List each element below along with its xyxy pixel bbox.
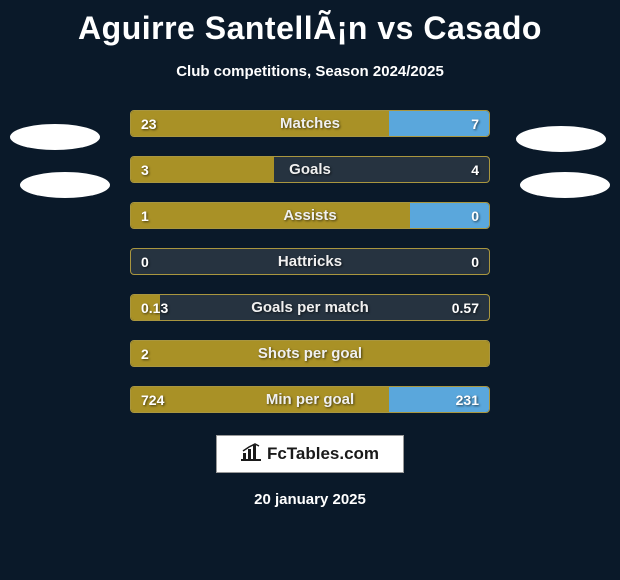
stat-label: Assists: [131, 203, 489, 228]
stat-label: Matches: [131, 111, 489, 136]
footer-logo[interactable]: FcTables.com: [216, 435, 404, 473]
stat-value-right: 4: [471, 157, 479, 182]
stat-row: 2Shots per goal: [130, 340, 490, 367]
stat-label: Goals: [131, 157, 489, 182]
stat-value-right: 0.57: [452, 295, 479, 320]
stat-label: Goals per match: [131, 295, 489, 320]
player2-badge-top: [516, 126, 606, 152]
stat-row: 0.13Goals per match0.57: [130, 294, 490, 321]
stat-value-right: 0: [471, 203, 479, 228]
stat-row: 0Hattricks0: [130, 248, 490, 275]
stat-value-right: 0: [471, 249, 479, 274]
stat-label: Min per goal: [131, 387, 489, 412]
footer-logo-text: FcTables.com: [267, 444, 379, 464]
comparison-content: 23Matches73Goals41Assists00Hattricks00.1…: [0, 110, 620, 413]
stat-row: 23Matches7: [130, 110, 490, 137]
stat-bars: 23Matches73Goals41Assists00Hattricks00.1…: [130, 110, 490, 413]
footer-date: 20 january 2025: [0, 491, 620, 508]
page-subtitle: Club competitions, Season 2024/2025: [0, 63, 620, 80]
chart-icon: [241, 443, 261, 466]
stat-row: 1Assists0: [130, 202, 490, 229]
page-title: Aguirre SantellÃ¡n vs Casado: [0, 0, 620, 47]
stat-value-right: 7: [471, 111, 479, 136]
stat-label: Hattricks: [131, 249, 489, 274]
stat-label: Shots per goal: [131, 341, 489, 366]
player1-badge-top: [10, 124, 100, 150]
stat-value-right: 231: [456, 387, 479, 412]
player2-badge-bottom: [520, 172, 610, 198]
stat-row: 724Min per goal231: [130, 386, 490, 413]
player1-badge-bottom: [20, 172, 110, 198]
stat-row: 3Goals4: [130, 156, 490, 183]
